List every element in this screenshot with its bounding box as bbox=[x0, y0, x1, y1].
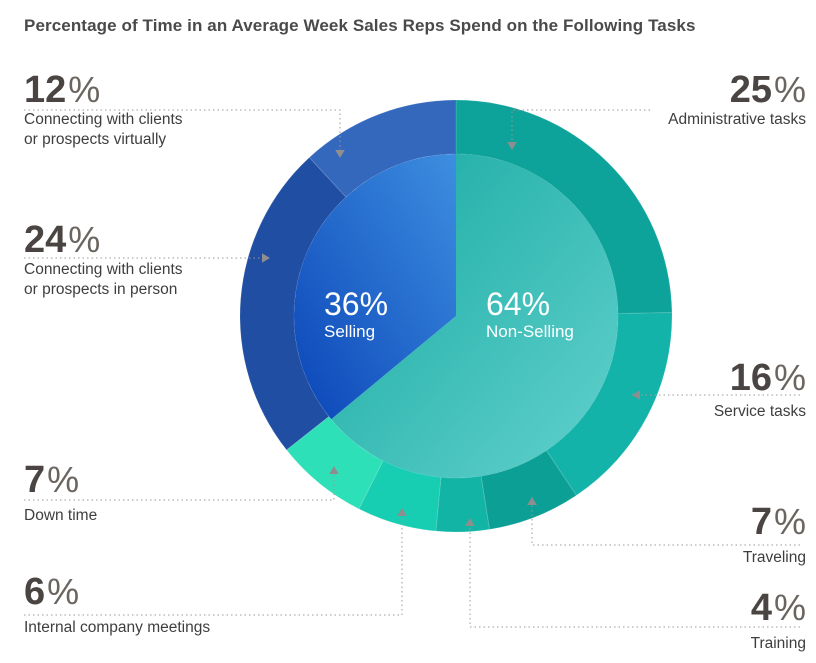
arrowhead-training bbox=[465, 518, 475, 526]
callout-training: 4% Training bbox=[751, 588, 806, 654]
arrowhead-admin bbox=[507, 142, 517, 150]
callout-in-person-label: Connecting with clients or prospects in … bbox=[24, 261, 183, 298]
callout-admin: 25% Administrative tasks bbox=[668, 70, 806, 130]
callout-virtual-label: Connecting with clients or prospects vir… bbox=[24, 111, 183, 148]
non-selling-value: 64% bbox=[486, 286, 550, 322]
callout-traveling-label: Traveling bbox=[742, 549, 806, 566]
arrowhead-down-time bbox=[329, 466, 339, 474]
outer-slice-training bbox=[435, 475, 491, 533]
arrowhead-service bbox=[632, 390, 640, 400]
callout-admin-label: Administrative tasks bbox=[668, 111, 806, 128]
callout-meetings-label: Internal company meetings bbox=[24, 619, 211, 636]
callout-down-time: 7% Down time bbox=[24, 460, 97, 526]
callout-meetings: 6% Internal company meetings bbox=[24, 572, 210, 638]
callout-meetings-value: 6% bbox=[24, 571, 80, 613]
inner-pie bbox=[294, 154, 618, 479]
inner-slice-non-selling bbox=[331, 154, 618, 479]
leader-line-traveling bbox=[531, 497, 800, 546]
callout-virtual: 12% Connecting with clients or prospects… bbox=[24, 70, 183, 150]
callout-in-person-value: 24% bbox=[24, 219, 101, 261]
callout-service: 16% Service tasks bbox=[714, 358, 806, 422]
callout-virtual-value: 12% bbox=[24, 69, 101, 111]
leader-line-meetings bbox=[24, 508, 403, 616]
callout-training-label: Training bbox=[750, 635, 806, 652]
arrowhead-meetings bbox=[397, 508, 407, 516]
callout-training-value: 4% bbox=[750, 587, 806, 629]
leader-line-down-time bbox=[24, 466, 335, 501]
selling-value: 36% bbox=[324, 286, 388, 322]
callout-service-value: 16% bbox=[729, 357, 806, 399]
leader-line-admin bbox=[511, 109, 650, 150]
callout-traveling: 7% Traveling bbox=[743, 502, 806, 568]
callout-in-person: 24% Connecting with clients or prospects… bbox=[24, 220, 183, 300]
arrowhead-virtual bbox=[335, 150, 345, 158]
callout-traveling-value: 7% bbox=[750, 501, 806, 543]
leader-lines bbox=[24, 109, 800, 628]
selling-label: Selling bbox=[324, 322, 375, 341]
leader-line-training bbox=[469, 518, 800, 628]
arrowhead-in-person bbox=[262, 253, 270, 263]
inner-slice-selling bbox=[294, 154, 456, 420]
leader-line-virtual bbox=[24, 109, 341, 158]
chart-title: Percentage of Time in an Average Week Sa… bbox=[24, 16, 696, 35]
callout-down-time-value: 7% bbox=[24, 459, 80, 501]
non-selling-label: Non-Selling bbox=[486, 322, 574, 341]
arrowhead-traveling bbox=[527, 497, 537, 505]
outer-ring bbox=[239, 99, 673, 533]
callout-service-label: Service tasks bbox=[713, 403, 806, 420]
callout-admin-value: 25% bbox=[729, 69, 806, 111]
callout-down-time-label: Down time bbox=[24, 507, 98, 524]
